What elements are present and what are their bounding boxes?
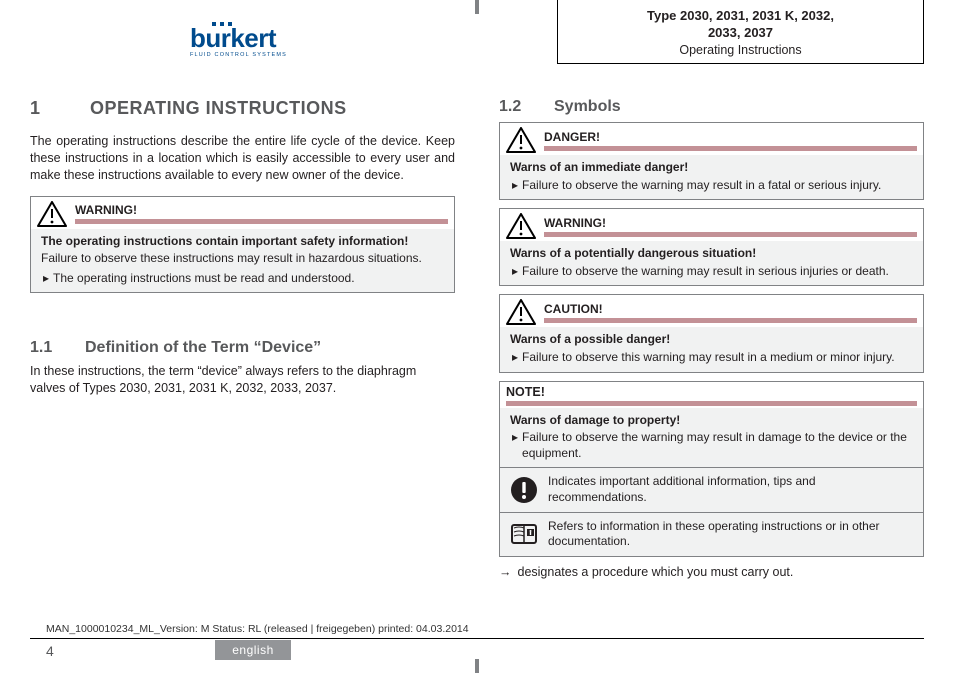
caution-triangle-icon: [506, 299, 536, 325]
warning-bold: The operating instructions contain impor…: [41, 234, 444, 250]
warning-triangle-icon: [37, 201, 67, 227]
danger-bar: [544, 146, 917, 151]
info-row-2: Refers to information in these operating…: [499, 513, 924, 557]
note-bold: Warns of damage to property!: [510, 413, 913, 429]
spine-mark-bottom: [475, 659, 479, 673]
logo-wordmark: burkert: [190, 27, 276, 50]
heading-1: 1 OPERATING INSTRUCTIONS: [30, 98, 455, 119]
heading-1-num: 1: [30, 98, 90, 119]
doc-type-line2: 2033, 2037: [578, 25, 903, 42]
footer-metadata: MAN_1000010234_ML_Version: M Status: RL …: [46, 623, 469, 635]
caution-body: Warns of a possible danger! ▸Failure to …: [500, 327, 923, 371]
page: burkert FLUID CONTROL SYSTEMS Type 2030,…: [0, 0, 954, 673]
danger-triangle-icon: [506, 127, 536, 153]
heading-1-1-title: Definition of the Term “Device”: [85, 339, 321, 357]
caution-label: CAUTION!: [544, 302, 917, 316]
danger-label: DANGER!: [544, 130, 917, 144]
warning2-label: WARNING!: [544, 216, 917, 230]
info-row-1: Indicates important additional informati…: [499, 468, 924, 512]
note-bar: [506, 401, 917, 406]
caution-head: CAUTION!: [500, 295, 923, 327]
content-columns: 1 OPERATING INSTRUCTIONS The operating i…: [0, 98, 954, 579]
warning-head: WARNING!: [31, 197, 454, 229]
bullet-arrow-icon: ▸: [43, 271, 49, 287]
arrow-text: designates a procedure which you must ca…: [518, 565, 794, 579]
info1-text: Indicates important additional informati…: [548, 474, 913, 505]
warning2-bold: Warns of a potentially dangerous situati…: [510, 246, 913, 262]
page-header: burkert FLUID CONTROL SYSTEMS Type 2030,…: [0, 0, 954, 78]
warning-bullet-text: The operating instructions must be read …: [53, 271, 355, 287]
danger-body: Warns of an immediate danger! ▸Failure t…: [500, 155, 923, 199]
heading-1-2: 1.2 Symbols: [499, 98, 924, 116]
note-box: NOTE! Warns of damage to property! ▸Fail…: [499, 381, 924, 469]
right-column: 1.2 Symbols DANGER! Warns of an immediat…: [499, 98, 924, 579]
exclamation-circle-icon: [510, 476, 538, 504]
warning-text: Failure to observe these instructions ma…: [41, 251, 444, 267]
danger-head: DANGER!: [500, 123, 923, 155]
heading-1-1: 1.1 Definition of the Term “Device”: [30, 339, 455, 357]
info2-text: Refers to information in these operating…: [548, 519, 913, 550]
doc-subtitle: Operating Instructions: [578, 43, 903, 57]
caution-box: CAUTION! Warns of a possible danger! ▸Fa…: [499, 294, 924, 372]
bullet-arrow-icon: ▸: [512, 430, 518, 461]
warning-triangle-icon: [506, 213, 536, 239]
header-left: burkert FLUID CONTROL SYSTEMS: [0, 0, 477, 78]
note-bullet: Failure to observe the warning may resul…: [522, 430, 913, 461]
warning2-head: WARNING!: [500, 209, 923, 241]
heading-1-2-title: Symbols: [554, 98, 621, 116]
heading-1-1-num: 1.1: [30, 339, 85, 357]
header-right: Type 2030, 2031, 2031 K, 2032, 2033, 203…: [477, 0, 954, 78]
bullet-arrow-icon: ▸: [512, 350, 518, 366]
warning2-bar: [544, 232, 917, 237]
note-label: NOTE!: [500, 382, 923, 401]
warning-box-main: WARNING! The operating instructions cont…: [30, 196, 455, 294]
warning-label: WARNING!: [75, 203, 448, 217]
warning-box: WARNING! Warns of a potentially dangerou…: [499, 208, 924, 286]
intro-paragraph: The operating instructions describe the …: [30, 133, 455, 184]
heading-1-title: OPERATING INSTRUCTIONS: [90, 98, 347, 119]
caution-bold: Warns of a possible danger!: [510, 332, 913, 348]
arrow-designation: → designates a procedure which you must …: [499, 565, 924, 579]
section-1-1: 1.1 Definition of the Term “Device” In t…: [30, 339, 455, 397]
danger-bold: Warns of an immediate danger!: [510, 160, 913, 176]
danger-bullet: Failure to observe the warning may resul…: [522, 178, 881, 194]
burkert-logo: burkert FLUID CONTROL SYSTEMS: [190, 22, 287, 58]
caution-bar: [544, 318, 917, 323]
page-number: 4: [46, 643, 54, 659]
note-body: Warns of damage to property! ▸Failure to…: [500, 408, 923, 468]
left-column: 1 OPERATING INSTRUCTIONS The operating i…: [30, 98, 455, 579]
title-box: Type 2030, 2031, 2031 K, 2032, 2033, 203…: [557, 0, 924, 64]
warning-bar: [75, 219, 448, 224]
heading-1-2-num: 1.2: [499, 98, 554, 116]
warning2-body: Warns of a potentially dangerous situati…: [500, 241, 923, 285]
warning-body: The operating instructions contain impor…: [31, 229, 454, 293]
danger-box: DANGER! Warns of an immediate danger! ▸F…: [499, 122, 924, 200]
logo-tagline: FLUID CONTROL SYSTEMS: [190, 52, 287, 58]
right-arrow-icon: →: [499, 565, 512, 579]
language-tab: english: [215, 640, 291, 660]
footer-rule: [30, 638, 924, 639]
doc-type-line1: Type 2030, 2031, 2031 K, 2032,: [578, 8, 903, 25]
bullet-arrow-icon: ▸: [512, 178, 518, 194]
warning2-bullet: Failure to observe the warning may resul…: [522, 264, 889, 280]
section-1-1-text: In these instructions, the term “device”…: [30, 363, 455, 397]
caution-bullet: Failure to observe this warning may resu…: [522, 350, 895, 366]
warning-bullet: ▸ The operating instructions must be rea…: [41, 271, 444, 287]
bullet-arrow-icon: ▸: [512, 264, 518, 280]
book-info-icon: [510, 520, 538, 548]
